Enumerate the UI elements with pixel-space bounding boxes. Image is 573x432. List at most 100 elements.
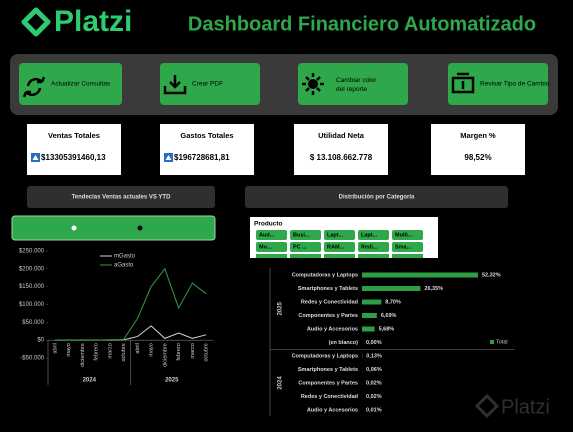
slicer: Producto Aud... Busi... Lapt... Lapt... Multi…: [250, 217, 438, 258]
y-category-label: Computadoras y Laptops: [292, 272, 358, 278]
kpi-icon: [165, 155, 172, 160]
kpi-icon: [32, 155, 39, 160]
y-category-label: Audio y Accesorios: [307, 326, 358, 332]
y-category-label: Smartphones y Tablets: [298, 367, 358, 373]
slicer-item[interactable]: [290, 242, 321, 252]
slicer-item[interactable]: [256, 242, 287, 252]
y-tick-label: $0: [37, 338, 44, 344]
value-label: 6,69%: [381, 313, 397, 319]
bar: [362, 286, 421, 291]
value-label: 8,70%: [385, 299, 401, 305]
kpi-value: 98,52%: [464, 153, 491, 162]
slicer-item[interactable]: [290, 230, 321, 240]
toolbar-button[interactable]: Actualizar Consultas: [19, 63, 122, 105]
toolbar: [10, 54, 558, 115]
button-bg: [19, 63, 122, 105]
button-bg: [448, 63, 548, 105]
bar: [362, 326, 375, 332]
button-label: Crear PDF: [192, 81, 223, 88]
slicer-item[interactable]: [358, 242, 389, 252]
value-label: 0,02%: [366, 394, 382, 400]
slicer-item[interactable]: [392, 242, 423, 252]
slicer-item[interactable]: [324, 230, 355, 240]
line-series: [54, 267, 207, 341]
toggle-bar[interactable]: [11, 215, 216, 241]
slicer-title: Producto: [254, 221, 283, 228]
y-category-label: Smartphones y Tablets: [298, 286, 358, 292]
slicer-item-label: Redi...: [361, 244, 378, 250]
kpi-label: Ventas Totales: [48, 131, 100, 140]
slicer-item[interactable]: [256, 230, 287, 240]
kpi-value: $ 13.108.662.778: [310, 153, 373, 162]
bar: [362, 272, 478, 278]
y-group-label: 2024: [278, 376, 284, 390]
toolbar-button[interactable]: Revisar Tipo de Cambio: [448, 63, 550, 105]
x-tick-label: octubre: [121, 343, 127, 361]
y-tick-label: $200.000: [19, 266, 45, 272]
slicer-item: [324, 254, 355, 258]
y-category-label: Redes y Conectividad: [301, 394, 358, 400]
button-label: Cambiar color del reporte: [336, 77, 377, 93]
toolbar-button[interactable]: Crear PDF: [160, 63, 260, 105]
toggle-dot: [71, 225, 77, 231]
button-bg: [160, 63, 260, 105]
slicer-item[interactable]: [358, 230, 389, 240]
slicer-item-label: Busi...: [293, 232, 310, 238]
value-label: 0,13%: [366, 353, 382, 359]
slicer-item: [392, 254, 423, 258]
button-label: Revisar Tipo de Cambio: [480, 81, 550, 88]
kpi-card: [294, 124, 388, 175]
button-label-line: del reporte: [336, 86, 367, 93]
value-label: 0,02%: [366, 380, 382, 386]
value-label: 26,35%: [424, 286, 443, 292]
legend-label: mGasto: [114, 254, 136, 260]
slicer-item[interactable]: [324, 242, 355, 252]
watermark: Platzi: [474, 393, 550, 418]
x-tick-label: mayo: [66, 343, 72, 356]
slicer-item: [290, 254, 321, 258]
slicer-item[interactable]: [392, 230, 423, 240]
slicer-item-label: RAM...: [327, 244, 345, 250]
y-category-label: Audio y Accesorios: [307, 407, 358, 413]
y-category-label: Componentes y Partes: [298, 380, 358, 386]
x-group-label: 2025: [165, 378, 179, 384]
slicer-item-label: Multi...: [395, 232, 413, 238]
slicer-item-label: Lapt...: [327, 232, 344, 238]
watermark-text: Platzi: [501, 396, 550, 418]
y-tick-label: $150.000: [19, 284, 45, 290]
slicer-item: [358, 254, 389, 258]
section-title: Tendecias Ventas actuales VS YTD: [72, 195, 171, 201]
slicer-item: [256, 254, 287, 258]
button-icon: [302, 73, 324, 95]
kpi-value: $13305391460,13: [41, 153, 106, 162]
x-tick-label: diciembre: [162, 343, 168, 367]
button-icon: [308, 79, 318, 89]
logo: Platzi: [21, 5, 132, 38]
kpi-card: [160, 124, 254, 175]
legend-swatch: [490, 340, 494, 344]
kpi-value: $196728681,81: [174, 153, 230, 162]
x-tick-label: mayo: [149, 343, 155, 356]
page-title: Dashboard Financiero Automatizado: [188, 13, 536, 35]
button-icon: [451, 72, 475, 94]
slicer-item-label: Mo...: [259, 244, 272, 250]
y-category-label: Componentes y Partes: [298, 313, 358, 319]
button-icon: [163, 75, 187, 95]
x-tick-label: marzo: [107, 343, 113, 358]
kpi-label: Utilidad Neta: [318, 131, 365, 140]
bar: [362, 299, 382, 305]
value-label: 0,01%: [366, 407, 382, 413]
kpi-label: Gastos Totales: [180, 131, 233, 140]
y-category-label: (en blanco): [329, 340, 359, 346]
x-tick-label: marzo: [190, 343, 196, 358]
button-label-line: Cambiar color: [336, 77, 377, 84]
section-header: [27, 186, 215, 208]
x-tick-label: diciembre: [80, 343, 86, 367]
toolbar-button[interactable]: Cambiar color del reporte: [298, 63, 408, 105]
legend-label: Total: [496, 339, 508, 345]
button-icon: [22, 76, 46, 98]
x-tick-label: febrero: [176, 343, 182, 360]
x-tick-label: febrero: [94, 343, 100, 360]
value-label: 5,68%: [379, 326, 395, 332]
